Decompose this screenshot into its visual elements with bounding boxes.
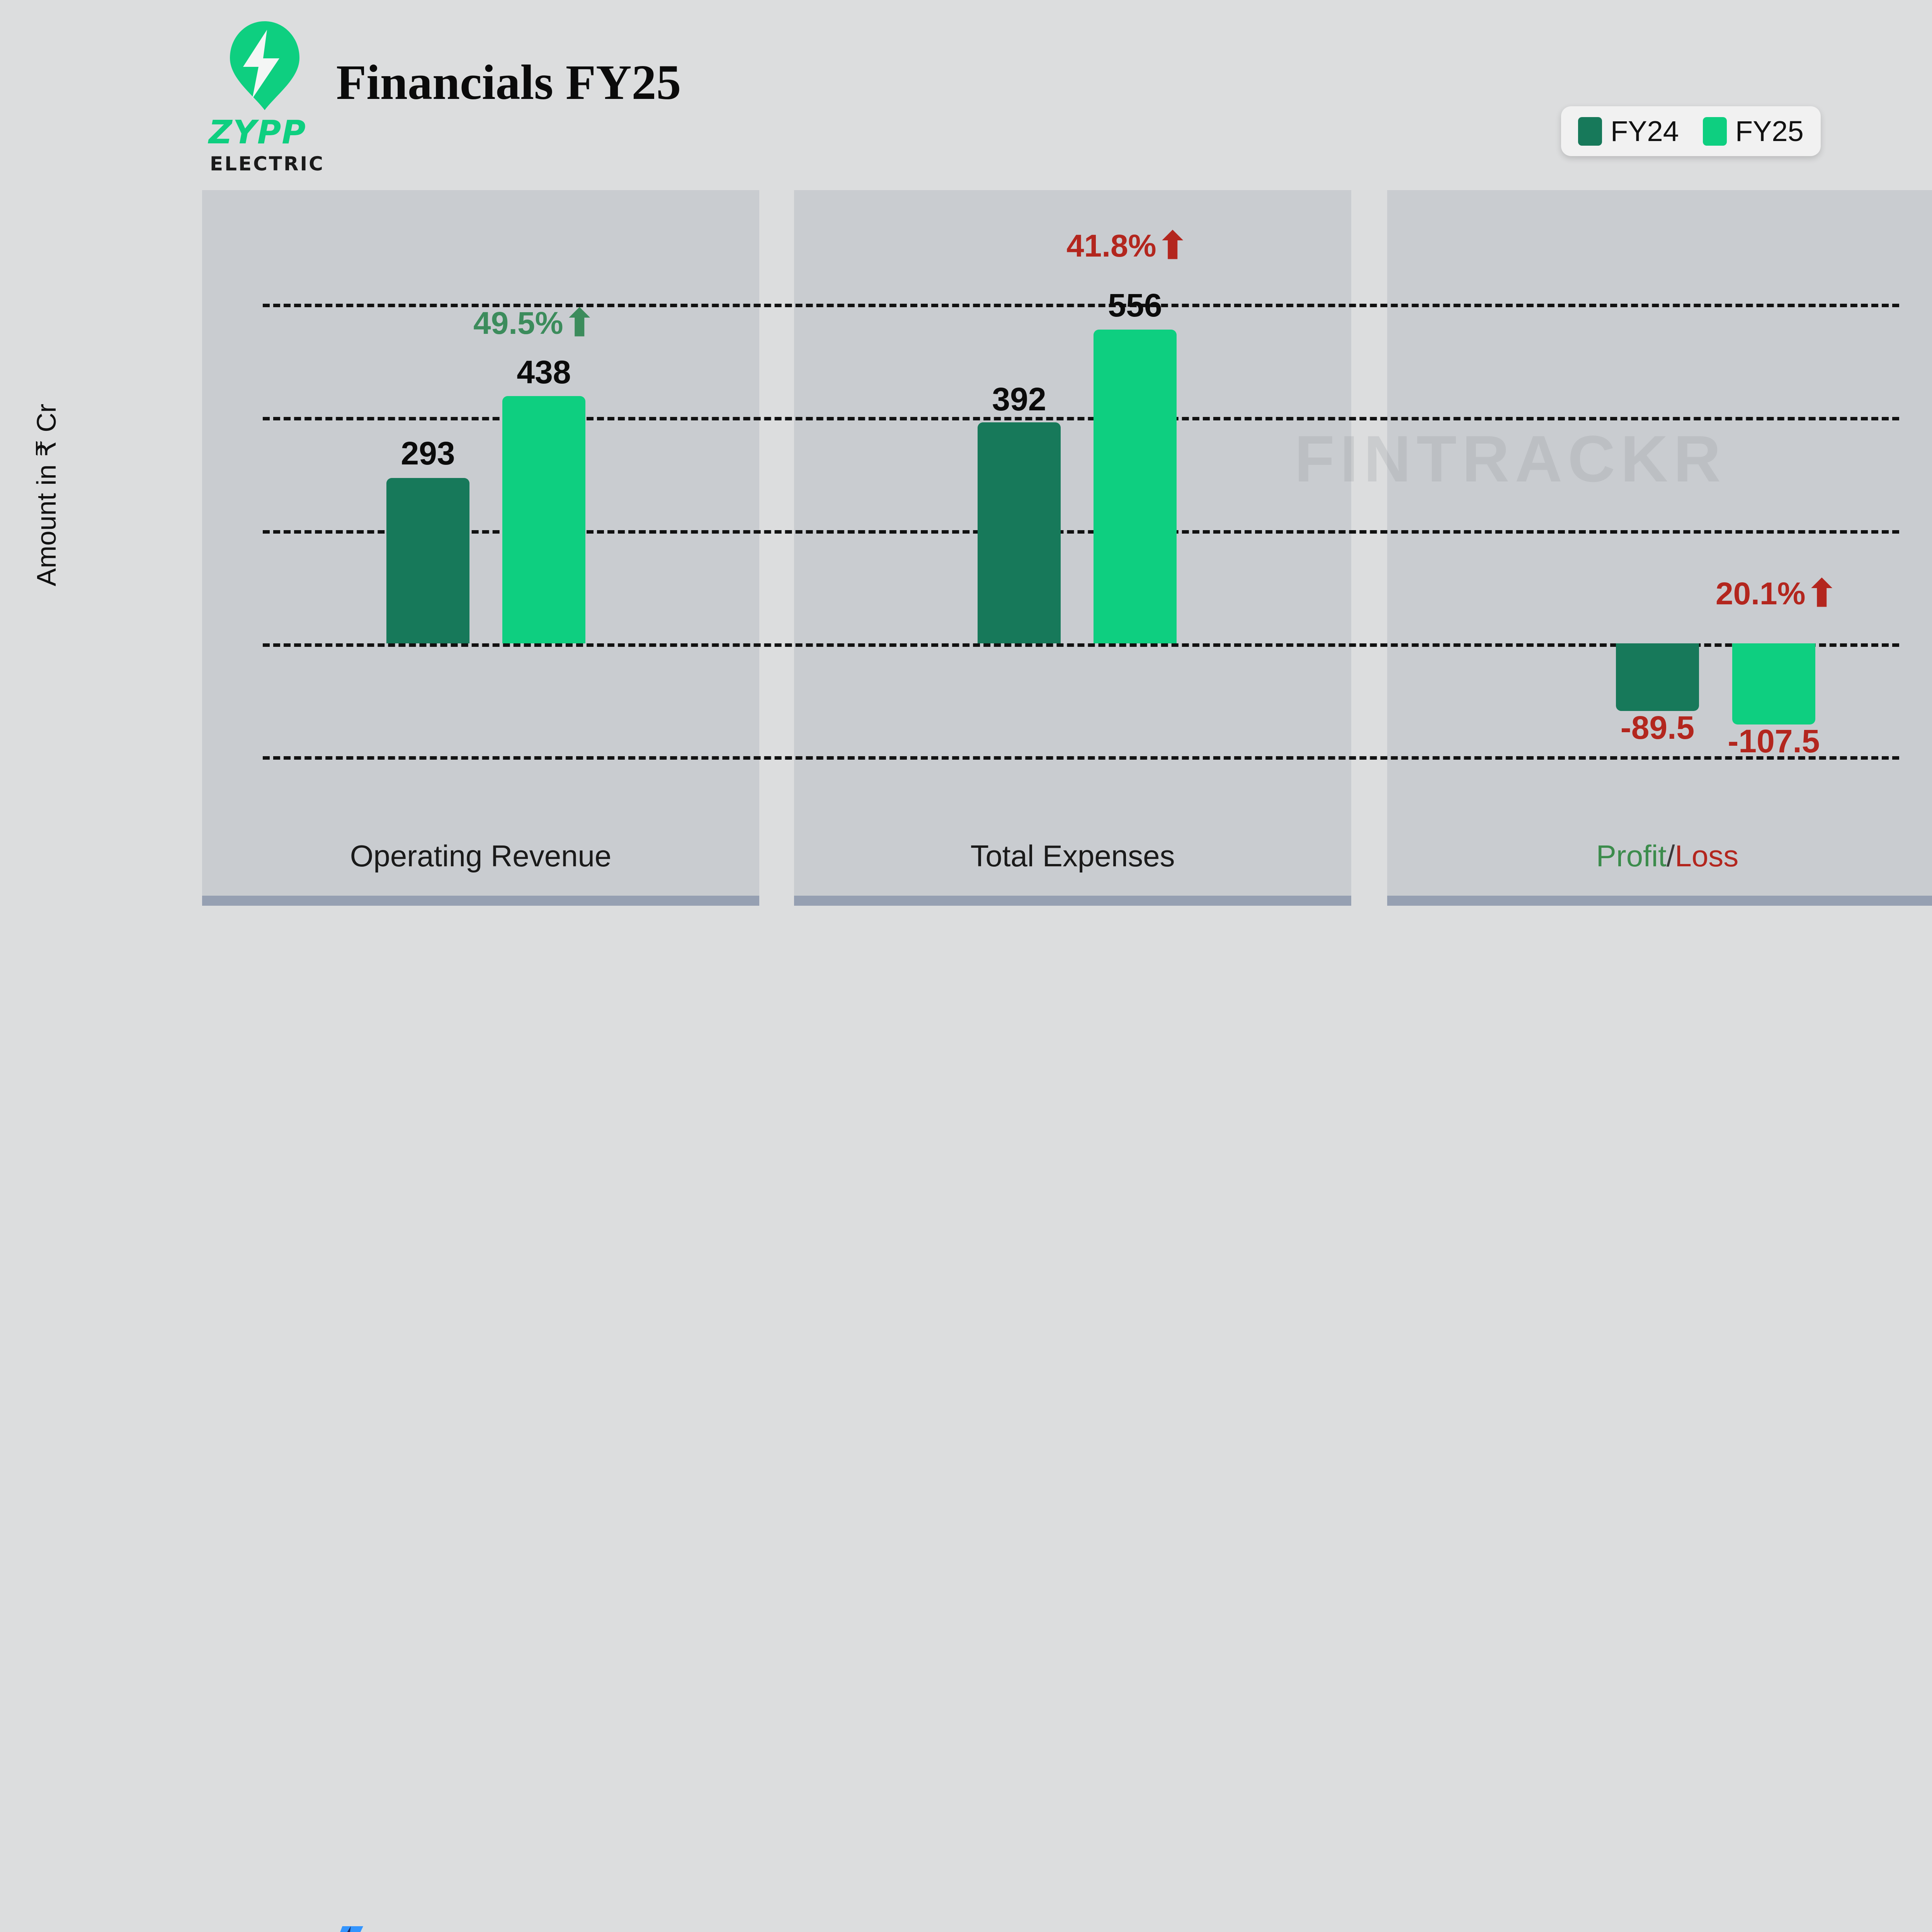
footer: Powered by Razorpay FINTRACKR: [0, 958, 1932, 1932]
arrow-up-icon: ⬆: [1806, 573, 1837, 614]
panel-baseline-total-expenses: [794, 896, 1351, 906]
header: ZYPP ELECTRIC Financials FY25 FY24 FY25: [0, 0, 1932, 193]
page-title: Financials FY25: [336, 55, 681, 110]
bar-value-fy24-operating-revenue: 293: [401, 435, 455, 471]
delta-value-profit-loss: 20.1%: [1716, 576, 1806, 611]
legend-swatch-fy25: [1702, 117, 1727, 146]
panel-operating-revenue: [202, 190, 759, 896]
legend-swatch-fy24: [1578, 117, 1602, 146]
bar-value-fy25-operating-revenue: 438: [517, 354, 571, 390]
delta-value-operating-revenue: 49.5%: [473, 306, 563, 341]
gridline-3: [263, 530, 1899, 534]
category-label-loss: Loss: [1675, 839, 1739, 873]
panel-baseline-operating-revenue: [202, 896, 759, 906]
legend-item-fy25[interactable]: FY25: [1702, 115, 1804, 148]
panel-total-expenses: [794, 190, 1351, 896]
fintrackr-watermark: FINTRACKR: [1294, 422, 1726, 496]
bar-fy24-operating-revenue[interactable]: [386, 478, 469, 643]
bar-fy24-profit-loss[interactable]: [1616, 643, 1699, 711]
legend-item-fy24[interactable]: FY24: [1578, 115, 1679, 148]
arrow-up-icon: ⬆: [1157, 225, 1188, 267]
arrow-up-icon: ⬆: [564, 302, 595, 344]
bar-value-fy24-total-expenses: 392: [992, 381, 1046, 417]
delta-total-expenses: 41.8% ⬆: [1066, 225, 1188, 267]
delta-value-total-expenses: 41.8%: [1066, 228, 1156, 264]
gridline-1: [263, 304, 1899, 307]
legend: FY24 FY25: [1561, 106, 1821, 156]
bar-fy24-total-expenses[interactable]: [978, 422, 1061, 643]
bar-fy25-total-expenses[interactable]: [1094, 330, 1177, 643]
zypp-subtitle: ELECTRIC: [210, 153, 325, 175]
razorpay-mark-icon: [340, 1926, 363, 1932]
panel-profit-loss: [1387, 190, 1932, 896]
gridline-5: [263, 756, 1899, 760]
bar-fy25-profit-loss[interactable]: [1732, 643, 1815, 724]
gridline-2: [263, 417, 1899, 420]
y-axis-label: Amount in ₹ Cr: [31, 403, 61, 587]
delta-operating-revenue: 49.5% ⬆: [473, 302, 595, 344]
zypp-bolt-pin-icon: [230, 21, 299, 110]
category-label-operating-revenue: Operating Revenue: [350, 839, 612, 873]
category-label-profit-loss: Profit/Loss: [1387, 838, 1932, 874]
delta-profit-loss: 20.1% ⬆: [1716, 573, 1837, 614]
zypp-electric-logo: ZYPP ELECTRIC: [209, 21, 325, 176]
bar-value-fy25-total-expenses: 556: [1108, 287, 1162, 323]
razorpay-logo: Razorpay: [305, 1926, 703, 1932]
legend-label-fy25: FY25: [1735, 115, 1804, 147]
panel-baseline-profit-loss: [1387, 896, 1932, 906]
chart-canvas: FINTRACKR 293 438 49.5% ⬆ Operating Reve…: [31, 190, 1932, 906]
gridline-zero: [263, 643, 1899, 647]
category-label-profit: Profit: [1596, 839, 1667, 873]
category-label-total-expenses: Total Expenses: [970, 839, 1175, 873]
bar-value-fy25-profit-loss: -107.5: [1728, 723, 1820, 759]
category-label-separator: /: [1666, 839, 1675, 873]
zypp-wordmark: ZYPP: [209, 113, 306, 151]
legend-label-fy24: FY24: [1611, 115, 1679, 147]
bar-fy25-operating-revenue[interactable]: [502, 396, 585, 643]
bar-value-fy24-profit-loss: -89.5: [1620, 709, 1695, 746]
